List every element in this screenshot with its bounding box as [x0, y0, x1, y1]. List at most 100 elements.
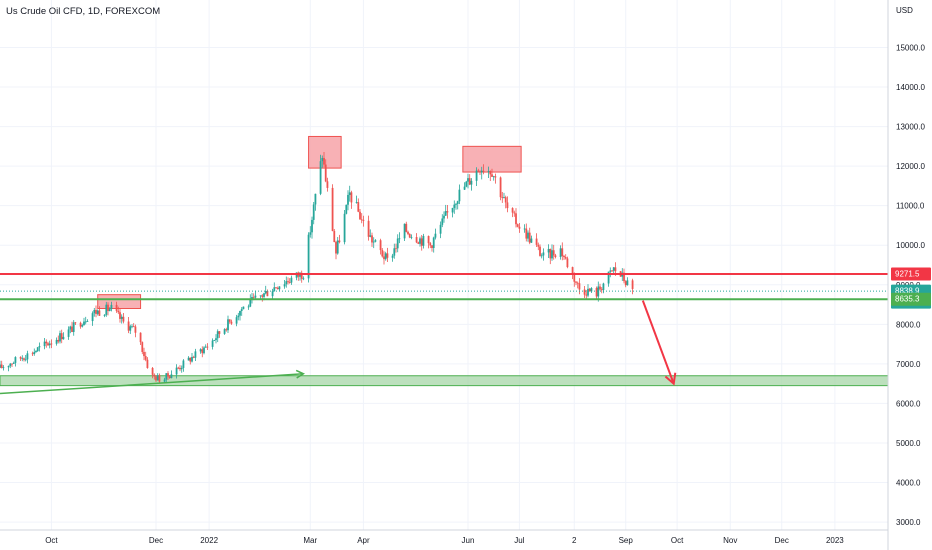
candle-body	[384, 253, 387, 260]
candle-body	[453, 204, 456, 208]
candle-body	[566, 258, 569, 268]
candle-body	[371, 235, 373, 243]
candle-body	[599, 286, 601, 290]
candle-body	[475, 170, 478, 181]
resistance-box	[97, 294, 142, 310]
y-tick-label: 5000.0	[896, 439, 921, 448]
candle-body	[252, 296, 255, 298]
candle-body	[444, 211, 447, 216]
y-tick-label: 3000.0	[896, 518, 921, 527]
candle-body	[12, 362, 15, 364]
candle-body	[403, 223, 406, 239]
x-tick-label: 2022	[200, 536, 218, 545]
candle-body	[131, 326, 133, 328]
y-tick-label: 14000.0	[896, 83, 925, 92]
resistance-badge	[891, 267, 931, 281]
x-tick-label: Nov	[723, 536, 737, 545]
candle-body	[602, 283, 605, 290]
candle-body	[407, 231, 409, 234]
candle-body	[103, 314, 106, 316]
candle-body	[369, 235, 372, 237]
candle-body	[134, 326, 137, 333]
candle-body	[611, 270, 613, 272]
candle-body	[420, 238, 423, 246]
candle-body	[523, 228, 526, 230]
candle-body	[336, 240, 339, 254]
candle-body	[71, 326, 73, 332]
candle-body	[499, 177, 502, 198]
candle-body	[264, 291, 267, 294]
candle-body	[427, 236, 430, 244]
trend-line	[0, 373, 304, 395]
x-tick-label: Apr	[357, 536, 370, 545]
candle-body	[395, 248, 397, 250]
candle-body	[69, 326, 72, 330]
candle-body	[554, 255, 557, 257]
candle-body	[223, 329, 226, 334]
candle-body	[383, 256, 385, 260]
candle-body	[144, 356, 147, 360]
candle-body	[575, 281, 577, 283]
chart-title: Us Crude Oil CFD, 1D, FOREXCOM	[6, 6, 161, 17]
x-tick-label: Oct	[671, 536, 684, 545]
candle-body	[446, 211, 449, 213]
y-tick-label: 7000.0	[896, 360, 921, 369]
candle-body	[405, 223, 408, 232]
candle-body	[86, 321, 89, 322]
candle-body	[108, 309, 111, 311]
candle-body	[62, 336, 65, 340]
candle-body	[26, 353, 29, 360]
candle-body	[254, 295, 257, 298]
candle-body	[153, 374, 156, 377]
annotation-overlays	[0, 273, 888, 395]
support-badge-text: 8635.3	[895, 295, 920, 304]
candle-body	[422, 236, 425, 246]
candle-body	[321, 157, 324, 162]
candle-body	[563, 256, 565, 258]
candle-body	[631, 280, 634, 289]
candle-body	[307, 234, 310, 279]
y-tick-label: 6000.0	[896, 399, 921, 408]
candle-body	[122, 316, 125, 322]
candle-body	[347, 194, 349, 205]
candle-body	[115, 304, 118, 311]
x-tick-label: Dec	[149, 536, 163, 545]
candle-body	[35, 351, 37, 353]
candle-body	[216, 331, 219, 339]
candle-body	[95, 310, 97, 314]
candle-body	[501, 197, 504, 199]
x-tick-label: Jun	[462, 536, 475, 545]
x-tick-label: Mar	[303, 536, 317, 545]
candle-body	[479, 171, 481, 173]
candle-body	[290, 277, 293, 283]
candle-body	[381, 250, 384, 257]
candle-body	[110, 304, 113, 310]
candle-body	[79, 322, 82, 327]
grid-lines	[0, 0, 888, 530]
candle-body	[0, 364, 3, 368]
candle-body	[201, 349, 204, 354]
candle-body	[21, 358, 24, 360]
candle-body	[539, 246, 541, 256]
candle-body	[0, 364, 1, 368]
candle-body	[287, 281, 289, 283]
candle-body	[513, 212, 516, 214]
candle-body	[528, 232, 531, 243]
candle-body	[288, 282, 291, 283]
projection-arrowhead	[664, 372, 677, 386]
candle-body	[455, 203, 457, 205]
candle-body	[239, 310, 241, 316]
candle-body	[441, 218, 444, 225]
candle-body	[50, 343, 53, 345]
candle-body	[355, 202, 358, 203]
y-tick-label: 13000.0	[896, 123, 925, 132]
candle-body	[247, 306, 250, 308]
candle-body	[105, 304, 108, 315]
candle-body	[139, 332, 142, 343]
candle-body	[237, 315, 240, 318]
candle-body	[451, 207, 454, 213]
candle-body	[43, 341, 46, 347]
time-axis[interactable]: Oct Dec 2022 Mar Apr Jun Jul 2 Sep Oct Nov Dec 2023	[45, 536, 844, 545]
